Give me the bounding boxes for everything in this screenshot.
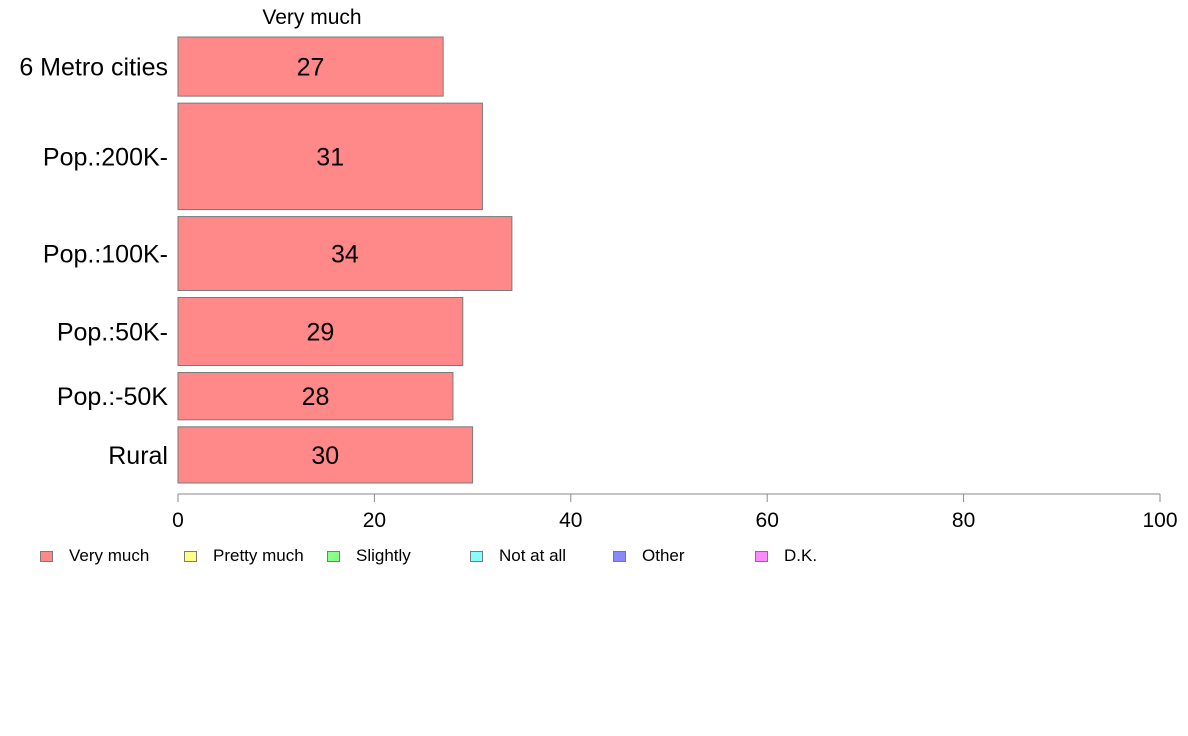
x-tick-label: 40 bbox=[559, 509, 582, 532]
category-label: Pop.:-50K bbox=[57, 383, 169, 411]
legend-label: Not at all bbox=[499, 546, 567, 565]
category-label: Pop.:200K- bbox=[43, 143, 168, 171]
legend-swatch bbox=[470, 550, 483, 562]
legend-label: Other bbox=[642, 546, 685, 565]
legend-label: Very much bbox=[69, 546, 150, 565]
data-label: 34 bbox=[331, 241, 359, 269]
legend-label: D.K. bbox=[784, 546, 818, 565]
data-label: 29 bbox=[306, 319, 334, 347]
legend-swatch bbox=[40, 550, 53, 562]
category-label: Pop.:50K- bbox=[57, 319, 168, 347]
legend-item: Not at all bbox=[470, 546, 566, 566]
category-label: Pop.:100K- bbox=[43, 241, 168, 269]
series-title: Very much bbox=[262, 6, 362, 29]
legend-item: Other bbox=[613, 546, 685, 566]
data-label: 30 bbox=[311, 442, 339, 470]
x-axis: 0 20 40 60 80 100 bbox=[172, 493, 1178, 532]
x-tick-label: 20 bbox=[363, 509, 386, 532]
legend-label: Slightly bbox=[356, 546, 411, 565]
x-tick-label: 60 bbox=[756, 509, 779, 532]
bar bbox=[177, 102, 483, 211]
bar bbox=[177, 216, 513, 292]
bar bbox=[177, 36, 444, 97]
legend-item: D.K. bbox=[755, 546, 817, 566]
x-tick-label: 100 bbox=[1142, 509, 1177, 532]
x-tick-label: 80 bbox=[952, 509, 975, 532]
legend-item: Slightly bbox=[327, 546, 411, 566]
bar bbox=[177, 297, 464, 367]
data-label: 28 bbox=[302, 383, 330, 411]
legend-swatch bbox=[613, 550, 626, 562]
category-label: Rural bbox=[108, 442, 168, 470]
legend-swatch bbox=[755, 550, 768, 562]
legend-swatch bbox=[184, 550, 197, 562]
legend-item: Very much bbox=[40, 546, 149, 566]
bar bbox=[177, 372, 454, 421]
bar bbox=[177, 426, 474, 484]
bars-layer: 27 6 Metro cities 31 Pop.:200K- 34 Pop.:100K-… bbox=[19, 36, 513, 484]
legend: Very much Pretty much Slightly Not at all Ot… bbox=[0, 546, 1188, 570]
legend-item: Pretty much bbox=[184, 546, 304, 566]
legend-swatch bbox=[327, 550, 340, 562]
data-label: 27 bbox=[297, 54, 325, 82]
legend-label: Pretty much bbox=[213, 546, 304, 565]
x-tick-label: 0 bbox=[172, 509, 184, 532]
data-label: 31 bbox=[316, 143, 344, 171]
category-label: 6 Metro cities bbox=[19, 54, 168, 82]
